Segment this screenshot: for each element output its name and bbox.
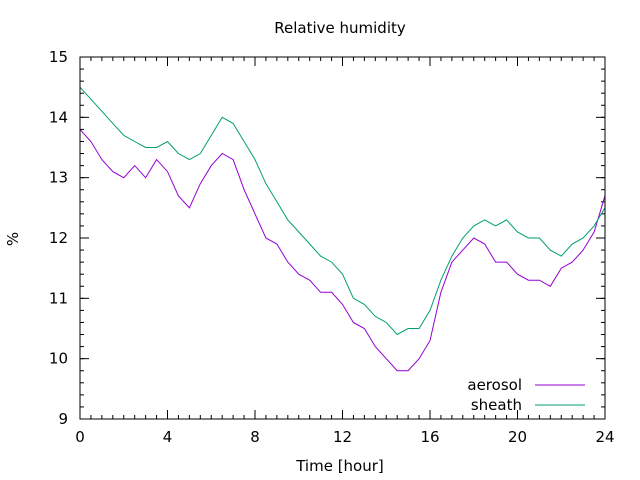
x-tick-label: 20	[508, 428, 527, 446]
x-axis-ticks: 0 4 8 12 16 20 24	[75, 57, 615, 446]
x-tick-label: 24	[595, 428, 614, 446]
chart-title: Relative humidity	[274, 19, 406, 37]
series-line-aerosol	[79, 129, 606, 372]
x-tick-label: 8	[250, 428, 260, 446]
y-tick-label: 13	[49, 169, 68, 187]
series-layer	[79, 86, 606, 372]
series-line-sheath	[79, 86, 606, 336]
y-tick-label: 11	[49, 289, 68, 307]
y-tick-label: 10	[49, 350, 68, 368]
x-tick-label: 4	[163, 428, 173, 446]
x-tick-label: 0	[75, 428, 85, 446]
x-axis-title: Time [hour]	[295, 457, 384, 475]
y-axis-title: %	[4, 232, 22, 246]
y-tick-label: 15	[49, 48, 68, 66]
x-tick-label: 12	[333, 428, 352, 446]
legend-label-aerosol: aerosol	[467, 376, 522, 394]
y-tick-label: 9	[58, 410, 68, 428]
plot-frame	[79, 56, 606, 420]
x-tick-label: 16	[420, 428, 439, 446]
y-tick-label: 12	[49, 229, 68, 247]
y-tick-label: 14	[49, 108, 68, 126]
legend-label-sheath: sheath	[471, 396, 522, 414]
legend: aerosol sheath	[467, 376, 585, 414]
